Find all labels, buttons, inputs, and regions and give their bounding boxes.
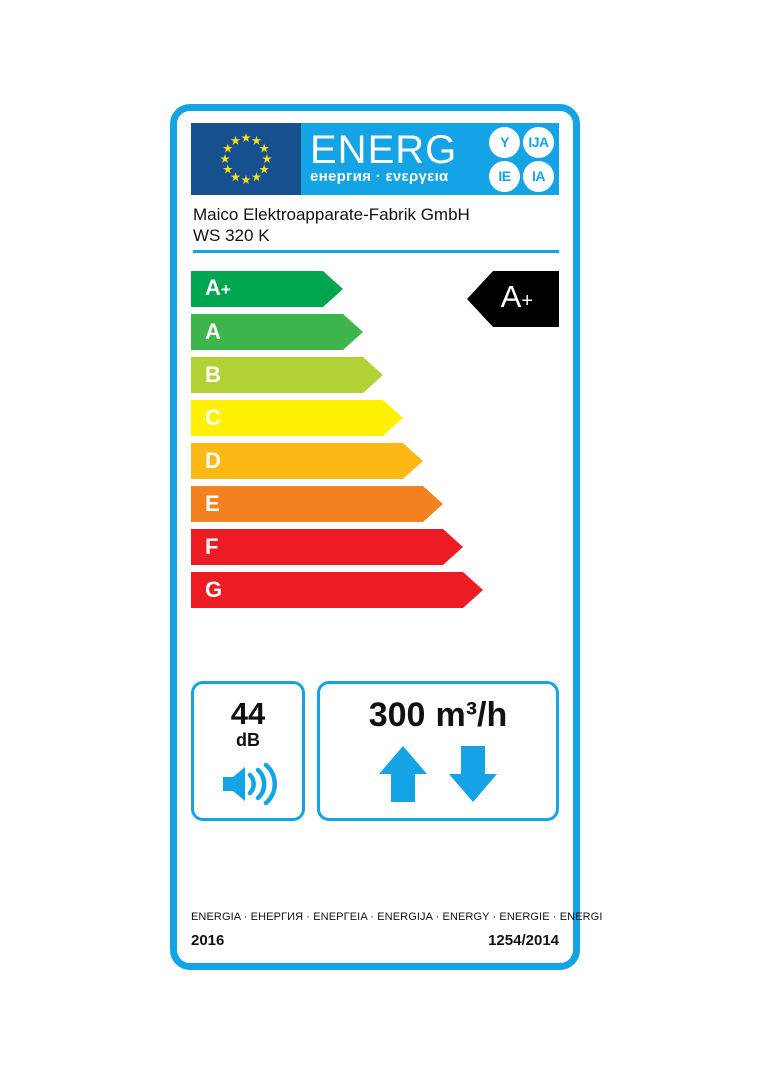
class-arrow-tip (423, 486, 443, 522)
noise-panel: 44 dB (191, 681, 305, 821)
class-arrow-body: D (191, 443, 403, 479)
result-class-letter: A+ (500, 279, 533, 314)
class-arrow: D (191, 443, 559, 479)
class-rows: A+ A B C D E F G (191, 271, 559, 608)
arrow-up-icon (379, 746, 427, 802)
class-row-aplus: A+ (191, 271, 559, 307)
speaker-icon (219, 762, 277, 810)
class-arrow: C (191, 400, 559, 436)
class-arrow: F (191, 529, 559, 565)
class-arrow: A+ (191, 271, 559, 307)
footer-regulation: 1254/2014 (488, 932, 559, 949)
class-arrow: A (191, 314, 559, 350)
class-letter: C (205, 405, 221, 430)
label-inner: ENERG енергия · ενεργεια Y IJA IE IA Mai… (177, 111, 603, 963)
eu-star (230, 135, 241, 145)
eu-star (241, 175, 251, 185)
class-row-e: E (191, 486, 559, 522)
class-arrow-body: F (191, 529, 443, 565)
energ-main-text: ENERG (310, 128, 458, 172)
footer-languages: ENERGIA · ЕНЕРГИЯ · ΕΝΕΡΓΕΙΑ · ENERGIJA … (191, 911, 603, 923)
class-arrow: B (191, 357, 559, 393)
class-row-a: A (191, 314, 559, 350)
info-panels: 44 dB 300 m³/h (191, 681, 559, 821)
airflow-readout: 300 m³/h (369, 696, 508, 734)
class-arrow-body: E (191, 486, 423, 522)
airflow-unit: m³/h (435, 696, 508, 734)
airflow-value: 300 (368, 696, 426, 734)
class-arrow: G (191, 572, 559, 608)
class-letter: D (205, 448, 221, 473)
class-arrow-tip (383, 400, 403, 436)
language-circle-ija: IJA (523, 126, 554, 158)
eu-star (262, 154, 272, 164)
class-arrow-body: C (191, 400, 383, 436)
class-arrow-tip (323, 271, 343, 307)
class-letter: A (205, 319, 221, 344)
class-row-d: D (191, 443, 559, 479)
footer-year: 2016 (191, 932, 225, 949)
class-arrow-tip (403, 443, 423, 479)
class-letter: G (205, 577, 223, 602)
brand-divider (193, 250, 559, 253)
eu-star (251, 172, 262, 182)
language-circle-ie: IE (489, 160, 520, 192)
energ-banner: ENERG енергия · ενεργεια Y IJA IE IA (301, 123, 559, 195)
label-header: ENERG енергия · ενεργεια Y IJA IE IA (191, 123, 559, 195)
eu-flag-icon (191, 123, 301, 195)
class-arrow-body: G (191, 572, 463, 608)
efficiency-scale: A+ A B C D E F G A+ (191, 271, 559, 611)
class-letter: E (205, 491, 220, 516)
product-identification: Maico Elektroapparate-Fabrik GmbH WS 320… (191, 204, 559, 253)
class-row-b: B (191, 357, 559, 393)
class-arrow: E (191, 486, 559, 522)
class-row-g: G (191, 572, 559, 608)
energ-sub-text: енергия · ενεργεια (310, 168, 449, 185)
language-circles: Y IJA IE IA (489, 126, 559, 192)
class-arrow-body: B (191, 357, 363, 393)
airflow-arrows (377, 744, 499, 804)
eu-star (251, 135, 262, 145)
class-letter: A+ (205, 275, 231, 300)
eu-star (259, 164, 269, 174)
energy-label: ENERG енергия · ενεργεια Y IJA IE IA Mai… (170, 104, 603, 970)
class-letter: F (205, 534, 219, 559)
label-footer: ENERGIA · ЕНЕРГИЯ · ΕΝΕΡΓΕΙΑ · ENERGIJA … (191, 911, 603, 949)
eu-stars (220, 133, 272, 185)
eu-star (220, 154, 230, 164)
arrow-down-icon (449, 746, 497, 802)
airflow-panel: 300 m³/h (317, 681, 559, 821)
language-circle-y: Y (489, 126, 520, 158)
class-letter-plus: + (220, 280, 231, 299)
eu-star (223, 164, 233, 174)
result-class-plus: + (521, 290, 533, 312)
result-arrow-tip (466, 271, 493, 327)
class-arrow-tip (343, 314, 363, 350)
result-arrow-body: A+ (492, 271, 559, 327)
eu-star (223, 143, 233, 153)
noise-unit: dB (236, 730, 260, 750)
model-name: WS 320 K (193, 226, 270, 245)
energ-wordmark: ENERG енергия · ενεργεια (301, 128, 489, 186)
footer-row: 2016 1254/2014 (191, 932, 559, 949)
eu-star (259, 143, 269, 153)
eu-star (241, 133, 251, 143)
class-arrow-tip (463, 572, 483, 608)
class-row-c: C (191, 400, 559, 436)
supplier-name: Maico Elektroapparate-Fabrik GmbH (193, 205, 470, 224)
class-letter: B (205, 362, 221, 387)
class-arrow-body: A+ (191, 271, 323, 307)
noise-value: 44 (230, 696, 266, 731)
class-arrow-body: A (191, 314, 343, 350)
result-class-badge: A+ (466, 271, 559, 327)
eu-star (230, 172, 241, 182)
class-row-f: F (191, 529, 559, 565)
language-circle-ia: IA (523, 160, 554, 192)
class-arrow-tip (363, 357, 383, 393)
class-arrow-tip (443, 529, 463, 565)
